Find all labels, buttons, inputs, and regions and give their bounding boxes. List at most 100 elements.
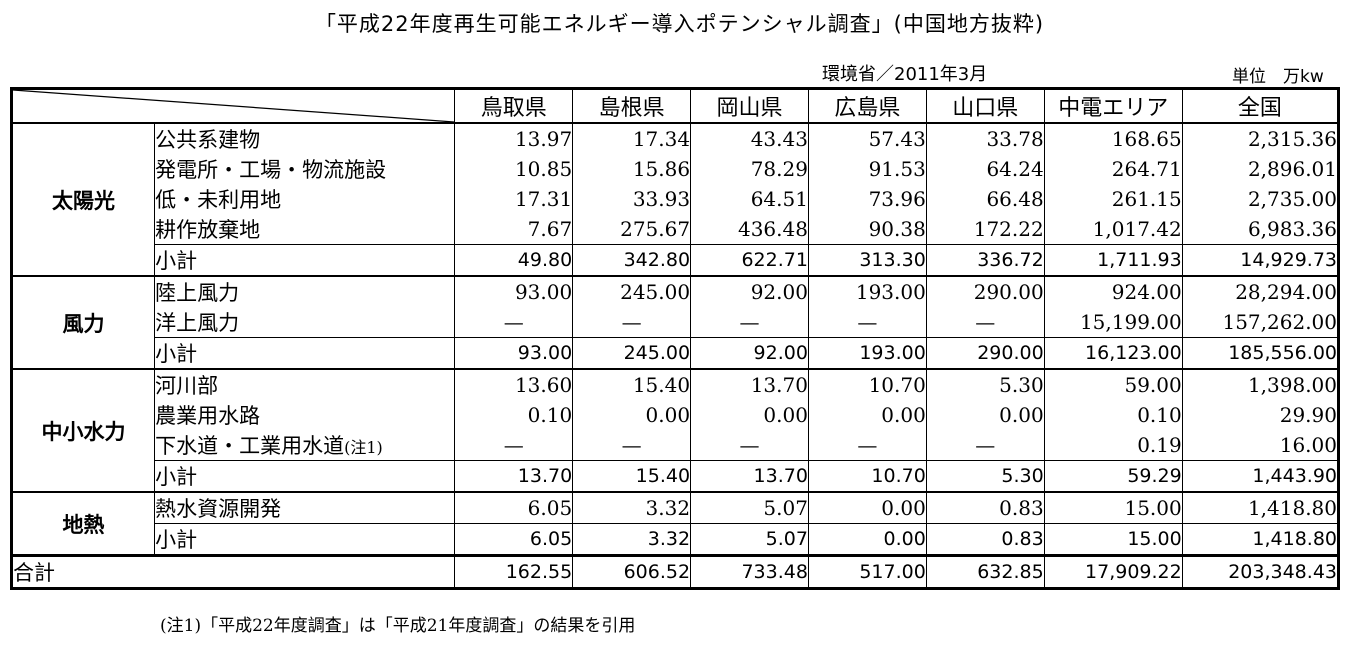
diagonal-line [13, 90, 450, 122]
value-cell: 33.93 [572, 184, 691, 214]
item-label: 洋上風力 [155, 311, 240, 335]
column-header: 広島県 [807, 88, 927, 124]
value-cell: 0.00 [807, 400, 927, 430]
potential-table: 鳥取県 島根県 岡山県 広島県 山口県 中電エリア 全国 太陽光 公共系建物 13.… [10, 87, 1340, 590]
value-cell: 1,711.93 [1043, 244, 1183, 277]
column-header: 鳥取県 [454, 88, 573, 124]
source-label: 環境省／2011年3月 [822, 64, 988, 85]
value-cell: 261.15 [1043, 184, 1183, 214]
value-cell: 28,294.00 [1181, 276, 1339, 307]
value-cell: 10.70 [807, 460, 927, 493]
value-cell: 64.24 [925, 154, 1045, 184]
category-label: 地熱 [11, 492, 156, 557]
category-label: 太陽光 [11, 123, 156, 277]
value-cell: 0.00 [572, 400, 691, 430]
value-cell: 33.78 [925, 123, 1045, 154]
item-label-cell: 発電所・工場・物流施設 [155, 154, 455, 184]
value-cell: 245.00 [572, 276, 691, 307]
column-header: 全国 [1181, 88, 1339, 124]
value-cell: 17.34 [572, 123, 691, 154]
value-cell: 733.48 [690, 554, 809, 589]
item-label: 河川部 [155, 374, 219, 398]
value-cell: 0.83 [925, 523, 1045, 557]
page-title: 「平成22年度再生可能エネルギー導入ポテンシャル調査」(中国地方抜粋) [314, 12, 1045, 36]
value-cell: 290.00 [925, 337, 1045, 370]
value-cell: 93.00 [454, 276, 573, 307]
total-label: 合計 [11, 554, 455, 589]
value-cell: 5.07 [690, 492, 809, 524]
value-cell: 203,348.43 [1181, 554, 1339, 589]
value-cell: 17,909.22 [1043, 554, 1183, 589]
value-cell: 2,315.36 [1181, 123, 1339, 154]
value-cell: — [572, 307, 691, 338]
value-cell: 57.43 [807, 123, 927, 154]
item-label: 農業用水路 [155, 404, 261, 428]
category-label: 風力 [11, 276, 156, 370]
total-row: 合計 162.55 606.52 733.48 517.00 632.85 17,909.2… [11, 554, 1339, 589]
value-cell: 5.30 [925, 369, 1045, 400]
value-cell: 10.85 [454, 154, 573, 184]
subtotal-row: 小計 49.80 342.80 622.71 313.30 336.72 1,711.93 1… [12, 244, 1339, 277]
value-cell: 1,418.80 [1181, 523, 1339, 557]
value-cell: 0.10 [454, 400, 573, 430]
value-cell: — [572, 430, 691, 461]
column-header: 中電エリア [1043, 88, 1183, 124]
value-cell: 29.90 [1181, 400, 1339, 430]
unit-label: 単位 万kw [1232, 67, 1324, 87]
value-cell: 10.70 [807, 369, 927, 400]
value-cell: 622.71 [690, 244, 809, 277]
item-label-cell: 農業用水路 [155, 400, 455, 430]
corner-diagonal-cell [11, 88, 455, 124]
value-cell: 193.00 [807, 337, 927, 370]
value-cell: 168.65 [1043, 123, 1183, 154]
value-cell: — [454, 430, 573, 461]
value-cell: 93.00 [454, 337, 573, 370]
value-cell: 3.32 [572, 492, 691, 524]
table-row: 農業用水路 0.10 0.00 0.00 0.00 0.00 0.10 29.90 [12, 400, 1339, 430]
value-cell: 15.00 [1043, 523, 1183, 557]
item-label-cell: 公共系建物 [155, 123, 455, 154]
category-label: 中小水力 [11, 369, 156, 493]
value-cell: 59.00 [1043, 369, 1183, 400]
subtotal-label: 小計 [154, 244, 455, 277]
value-cell: 16,123.00 [1043, 337, 1183, 370]
footnote: (注1)「平成22年度調査」は「平成21年度調査」の結果を引用 [160, 616, 636, 636]
value-cell: 924.00 [1043, 276, 1183, 307]
value-cell: 264.71 [1043, 154, 1183, 184]
column-header: 岡山県 [690, 88, 809, 124]
value-cell: 49.80 [454, 244, 573, 277]
value-cell: 290.00 [925, 276, 1045, 307]
value-cell: 275.67 [572, 214, 691, 245]
value-cell: — [925, 430, 1045, 461]
item-label: 発電所・工場・物流施設 [155, 158, 387, 182]
value-cell: 245.00 [572, 337, 691, 370]
value-cell: 632.85 [925, 554, 1045, 589]
item-label: 公共系建物 [155, 128, 261, 152]
item-note: (注1) [344, 438, 383, 457]
value-cell: 6,983.36 [1181, 214, 1339, 245]
value-cell: 15.00 [1043, 492, 1183, 524]
item-label-cell: 陸上風力 [155, 276, 455, 307]
value-cell: 78.29 [690, 154, 809, 184]
value-cell: 5.30 [925, 460, 1045, 493]
value-cell: 436.48 [690, 214, 809, 245]
value-cell: 13.70 [454, 460, 573, 493]
value-cell: 313.30 [807, 244, 927, 277]
value-cell: 172.22 [925, 214, 1045, 245]
value-cell: 185,556.00 [1181, 337, 1339, 370]
value-cell: 0.19 [1043, 430, 1183, 461]
item-label-cell: 低・未利用地 [155, 184, 455, 214]
table-row: 低・未利用地 17.31 33.93 64.51 73.96 66.48 261.15 2,7… [12, 184, 1339, 214]
item-label: 熱水資源開発 [155, 497, 282, 521]
table-row: 下水道・工業用水道(注1) — — — — —0.19 16.00 [12, 430, 1339, 461]
item-label: 下水道・工業用水道 [155, 434, 345, 458]
item-label-cell: 下水道・工業用水道(注1) [155, 430, 455, 461]
value-cell: 13.97 [454, 123, 573, 154]
value-cell: 0.10 [1043, 400, 1183, 430]
value-cell: 2,896.01 [1181, 154, 1339, 184]
table-row: 洋上風力 — — — — —15,199.00 157,262.00 [12, 307, 1339, 338]
value-cell: 342.80 [572, 244, 691, 277]
item-label: 陸上風力 [155, 281, 240, 305]
table-row: 地熱 熱水資源開発 6.05 3.32 5.07 0.00 0.83 15.00 1,418.8… [11, 492, 1339, 557]
value-cell: 1,398.00 [1181, 369, 1339, 400]
